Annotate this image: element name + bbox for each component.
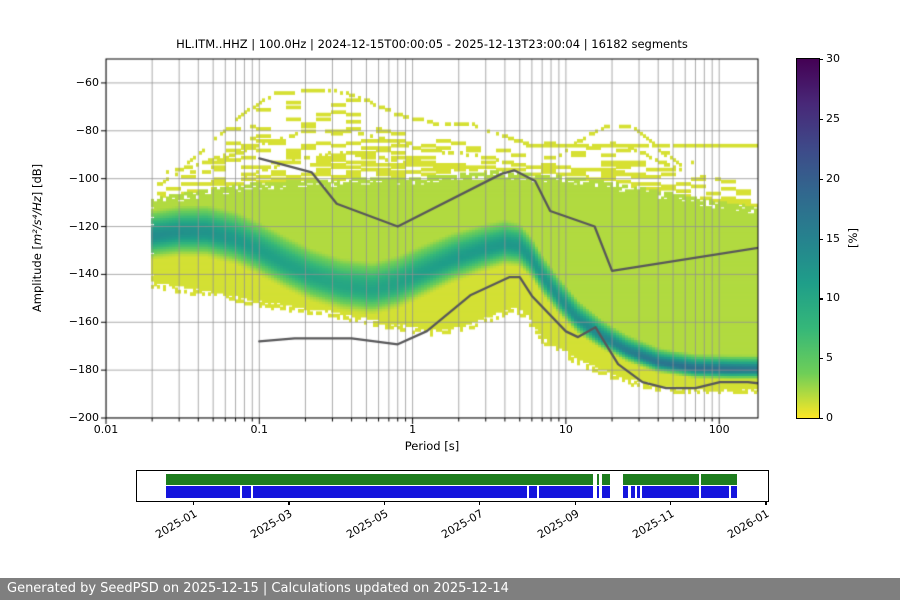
plot-title: HL.ITM..HHZ | 100.0Hz | 2024-12-15T00:00…	[176, 37, 688, 51]
timeline-tick-mark	[193, 501, 195, 505]
colorbar-tick-label: 0	[826, 411, 833, 424]
y-tick-label: −120	[68, 219, 99, 233]
timeline-green-segment	[166, 474, 593, 485]
colorbar-tick-label: 20	[826, 171, 840, 185]
colorbar-tick-mark	[819, 358, 823, 360]
timeline-green-segment	[701, 474, 737, 485]
timeline-blue-segment	[642, 486, 699, 498]
colorbar	[796, 58, 820, 419]
timeline-tick-mark	[383, 501, 385, 505]
timeline-blue-segment	[253, 486, 527, 498]
timeline-blue-segment	[637, 486, 640, 498]
timeline-blue-segment	[166, 486, 240, 498]
x-tick-label: 100	[708, 423, 730, 436]
timeline-tick-label: 2025-11	[630, 507, 677, 542]
colorbar-tick-mark	[819, 298, 823, 300]
colorbar-tick-mark	[819, 238, 823, 240]
y-tick-label: −140	[68, 267, 99, 281]
colorbar-tick-label: 25	[826, 111, 840, 125]
timeline-green-segment	[597, 474, 599, 485]
footer-bar: Generated by SeedPSD on 2025-12-15 | Cal…	[0, 578, 900, 600]
y-tick-label: −80	[75, 123, 99, 137]
y-tick-label: −200	[68, 411, 99, 424]
timeline-green-segment	[623, 474, 699, 485]
colorbar-tick-mark	[819, 178, 823, 180]
colorbar-tick-label: 5	[826, 351, 833, 365]
colorbar-tick-mark	[819, 59, 823, 61]
x-tick-label: 10	[558, 423, 573, 436]
timeline-blue-segment	[731, 486, 737, 498]
timeline-blue-segment	[597, 486, 599, 498]
colorbar-tick-label: 15	[826, 231, 840, 245]
timeline-tick-mark	[479, 501, 481, 505]
timeline-tick-label: 2025-03	[248, 507, 295, 542]
timeline-blue-segment	[623, 486, 628, 498]
y-tick-label: −160	[68, 315, 99, 329]
timeline-tick-label: 2025-07	[439, 507, 486, 542]
x-tick-label: 0.1	[250, 423, 269, 436]
timeline-blue-segment	[701, 486, 729, 498]
colorbar-label: [%]	[846, 228, 860, 248]
timeline-tick-mark	[670, 501, 672, 505]
timeline-tick-label: 2026-01	[725, 507, 772, 542]
y-tick-label: −60	[75, 75, 99, 89]
ppsd-plot-canvas	[96, 50, 766, 432]
colorbar-tick-label: 10	[826, 291, 840, 305]
x-tick-label: 0.01	[93, 423, 119, 436]
timeline-tick-label: 2025-05	[343, 507, 391, 542]
colorbar-tick-mark	[819, 118, 823, 121]
timeline-tick-mark	[288, 501, 290, 505]
colorbar-tick-mark	[819, 418, 823, 420]
timeline-blue-segment	[529, 486, 537, 498]
y-tick-label: −100	[68, 171, 99, 185]
timeline-green-segment	[602, 474, 610, 485]
timeline-tick-mark	[574, 501, 576, 505]
y-axis-label: Amplitude [m²/s⁴/Hz] [dB]	[30, 164, 44, 312]
timeline-tick-label: 2025-09	[534, 507, 582, 542]
timeline-blue-segment	[242, 486, 251, 498]
x-tick-label: 1	[409, 423, 417, 436]
colorbar-tick-label: 30	[826, 52, 840, 65]
timeline-blue-segment	[602, 486, 610, 498]
coverage-timeline	[136, 470, 769, 502]
timeline-tick-label: 2025-01	[153, 507, 200, 542]
timeline-blue-segment	[539, 486, 593, 498]
timeline-tick-mark	[765, 501, 767, 505]
x-axis-label: Period [s]	[404, 439, 460, 453]
footer-text: Generated by SeedPSD on 2025-12-15 | Cal…	[7, 581, 509, 596]
timeline-blue-segment	[631, 486, 635, 498]
y-tick-label: −180	[68, 363, 99, 377]
